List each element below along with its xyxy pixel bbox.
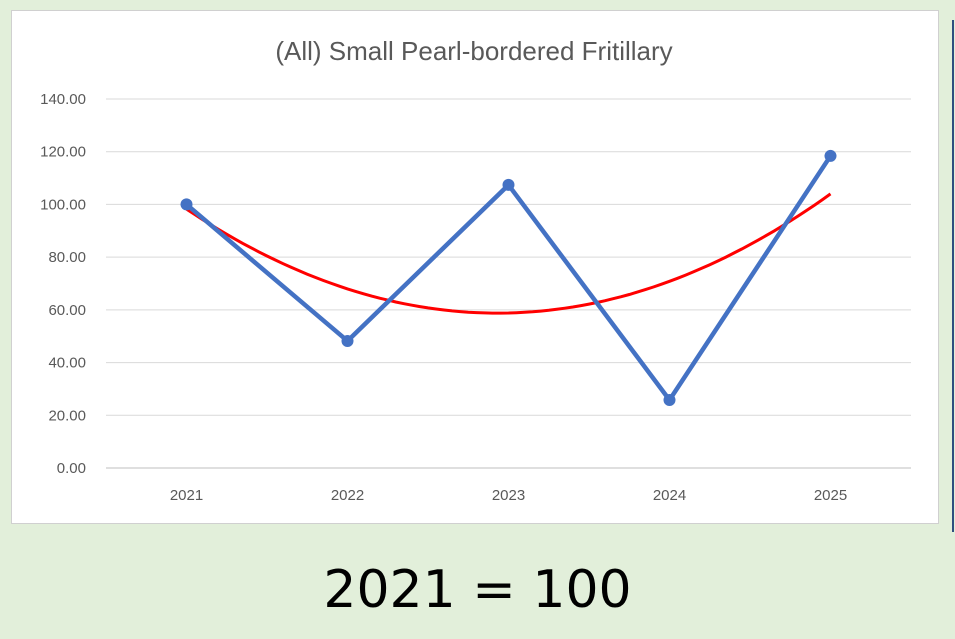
y-tick-label: 120.00: [40, 144, 86, 161]
y-tick-label: 100.00: [40, 196, 86, 213]
y-tick-label: 0.00: [57, 460, 86, 477]
x-tick-label: 2021: [170, 487, 203, 504]
data-point: [663, 393, 676, 406]
chart-title: (All) Small Pearl-bordered Fritillary: [275, 36, 672, 66]
y-tick-label: 20.00: [48, 407, 86, 424]
series-line: [185, 154, 833, 403]
caption: 2021 = 100: [323, 560, 632, 620]
data-point: [824, 149, 837, 162]
x-tick-label: 2025: [814, 487, 847, 504]
y-tick-label: 60.00: [48, 302, 86, 319]
y-tick-label: 80.00: [48, 249, 86, 266]
chart-area: [11, 10, 939, 524]
x-tick-label: 2024: [653, 487, 686, 504]
y-tick-label: 140.00: [40, 91, 86, 108]
y-tick-label: 40.00: [48, 355, 86, 372]
x-tick-label: 2022: [331, 487, 364, 504]
data-point: [502, 178, 515, 191]
trendline: [185, 192, 832, 315]
data-point: [341, 334, 354, 347]
x-tick-label: 2023: [492, 487, 525, 504]
data-point: [180, 198, 193, 211]
window-edge: [952, 20, 954, 532]
